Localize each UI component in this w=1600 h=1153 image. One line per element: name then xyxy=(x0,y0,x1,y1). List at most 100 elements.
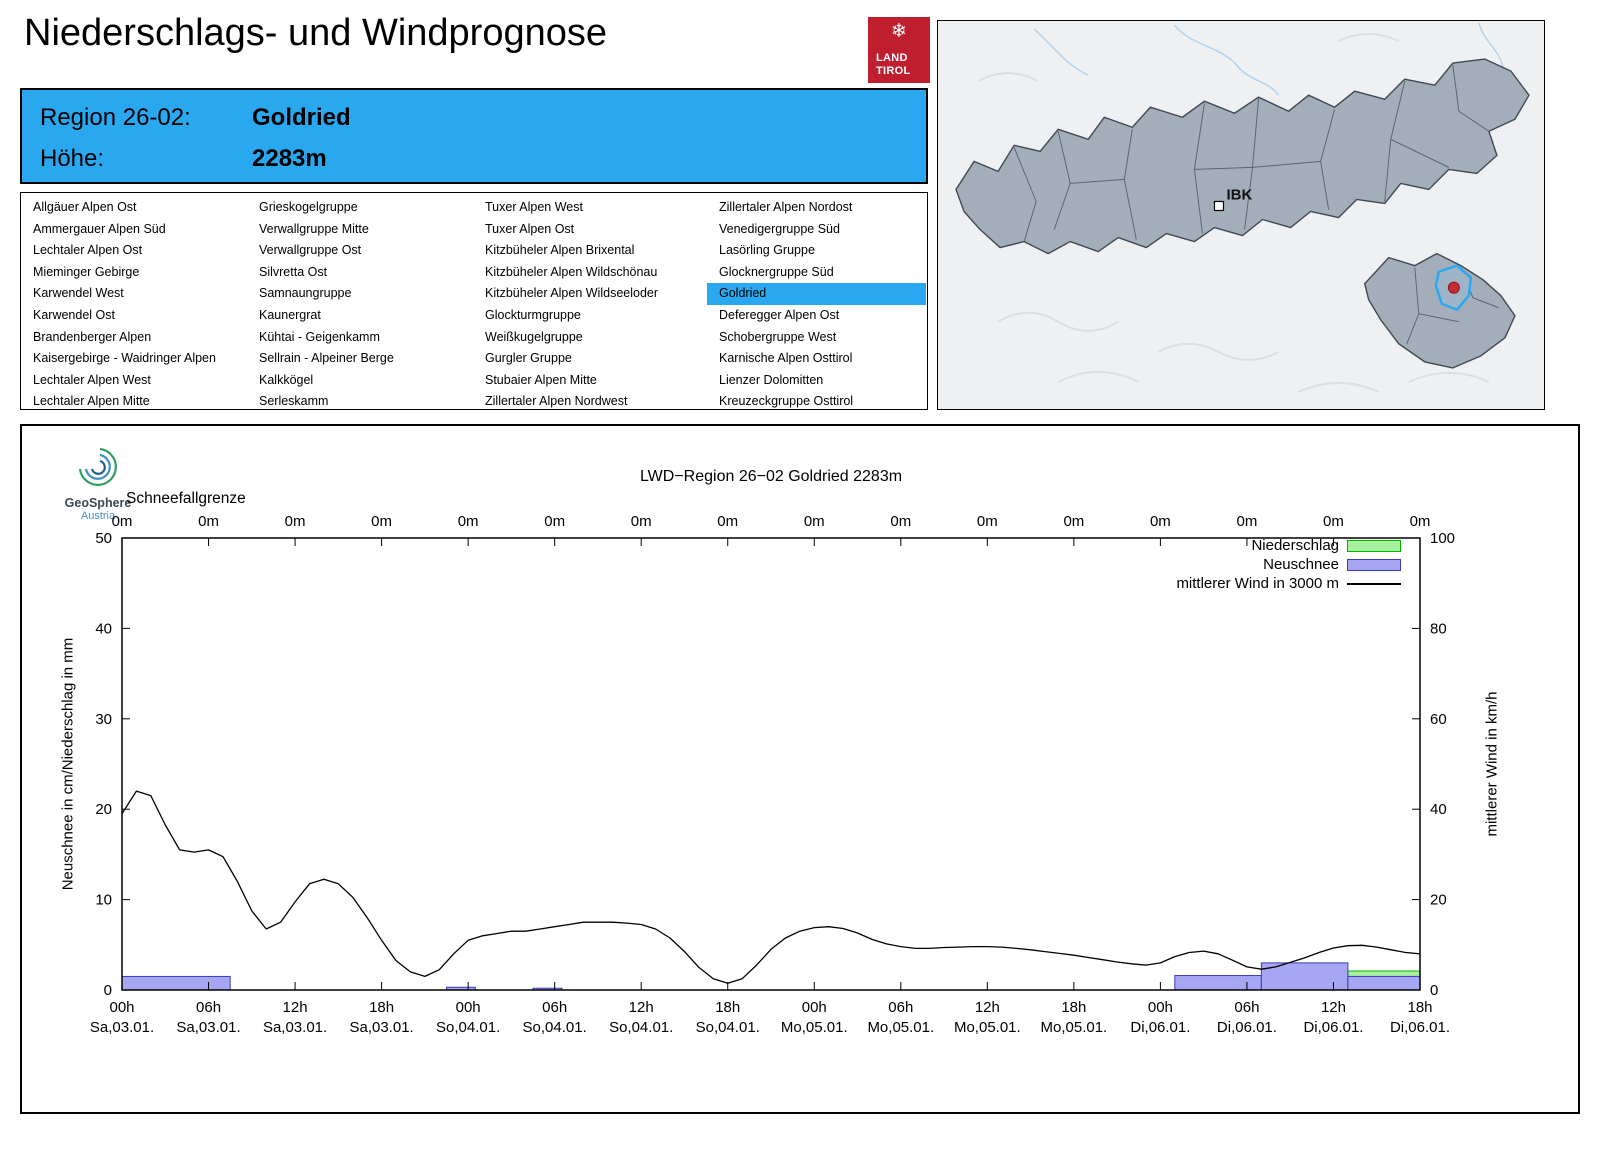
relief-texture xyxy=(977,33,1490,393)
logo-line-1: LAND xyxy=(876,52,908,64)
svg-text:0m: 0m xyxy=(112,513,133,530)
svg-text:80: 80 xyxy=(1430,620,1447,637)
svg-text:00h: 00h xyxy=(456,999,481,1016)
region-info-box: Region 26-02: Goldried Höhe: 2283m xyxy=(20,88,928,184)
svg-text:Di,06.01.: Di,06.01. xyxy=(1303,1019,1363,1036)
region-list-item[interactable]: Allgäuer Alpen Ost xyxy=(33,200,137,214)
snowflake-icon: ❄ xyxy=(891,21,907,42)
legend-row-neuschnee: Neuschnee xyxy=(1176,555,1401,574)
svg-text:06h: 06h xyxy=(888,999,913,1016)
region-list-item[interactable]: Schobergruppe West xyxy=(719,329,837,344)
ibk-marker xyxy=(1213,200,1225,212)
region-list-item[interactable]: Gurgler Gruppe xyxy=(485,351,572,366)
region-list-column: Tuxer Alpen West Tuxer Alpen Ost Kitzbühel… xyxy=(473,197,707,409)
geosphere-logo: GeoSphere Austria xyxy=(50,444,146,522)
svg-text:06h: 06h xyxy=(1234,999,1259,1016)
snowline-label: Schneefallgrenze xyxy=(126,490,246,507)
land-tirol-logo: ❄ LAND TIROL xyxy=(868,17,930,83)
svg-text:So,04.01.: So,04.01. xyxy=(436,1019,500,1036)
region-list-item[interactable]: Brandenberger Alpen xyxy=(33,329,152,344)
svg-text:0m: 0m xyxy=(198,513,219,530)
region-list-item[interactable]: Zillertaler Alpen Nordwest xyxy=(485,394,628,409)
region-list-item[interactable]: Kaisergebirge - Waidringer Alpen xyxy=(33,351,216,366)
region-list-item[interactable]: Sellrain - Alpeiner Berge xyxy=(259,351,394,366)
legend-label-wind: mittlerer Wind in 3000 m xyxy=(1176,575,1339,592)
region-list-item[interactable]: Kitzbüheler Alpen Brixental xyxy=(485,243,635,258)
svg-text:12h: 12h xyxy=(629,999,654,1016)
svg-text:Di,06.01.: Di,06.01. xyxy=(1217,1019,1277,1036)
region-list-item[interactable]: Lechtaler Alpen West xyxy=(33,372,151,387)
svg-text:So,04.01.: So,04.01. xyxy=(609,1019,673,1036)
svg-text:10: 10 xyxy=(95,892,112,909)
svg-text:40: 40 xyxy=(95,620,112,637)
region-list-item[interactable]: Karwendel West xyxy=(33,286,124,301)
wind-line xyxy=(121,790,1421,984)
region-list-item[interactable]: Grieskogelgruppe xyxy=(259,200,358,214)
svg-text:Di,06.01.: Di,06.01. xyxy=(1130,1019,1190,1036)
region-list-item[interactable]: Zillertaler Alpen Nordost xyxy=(719,200,853,214)
region-list-item[interactable]: Venedigergruppe Süd xyxy=(719,221,840,236)
geosphere-name: GeoSphere xyxy=(64,496,132,510)
chart-legend: Niederschlag Neuschnee mittlerer Wind in… xyxy=(1176,536,1401,593)
svg-text:0m: 0m xyxy=(804,513,825,530)
region-list-item[interactable]: Verwallgruppe Mitte xyxy=(259,221,369,236)
svg-text:30: 30 xyxy=(95,711,112,728)
svg-text:Sa,03.01.: Sa,03.01. xyxy=(263,1019,327,1036)
region-list-item[interactable]: Kreuzeckgruppe Osttirol xyxy=(719,394,854,409)
svg-text:0m: 0m xyxy=(544,513,565,530)
svg-text:0m: 0m xyxy=(1410,513,1431,530)
region-list-item[interactable]: Lienzer Dolomitten xyxy=(719,372,824,387)
svg-text:0m: 0m xyxy=(890,513,911,530)
page-title: Niederschlags- und Windprognose xyxy=(24,12,607,54)
region-list-item[interactable]: Glocknergruppe Süd xyxy=(719,264,834,279)
region-list-item[interactable]: Karwendel Ost xyxy=(33,307,115,322)
goldried-marker-dot xyxy=(1447,281,1460,294)
region-list-item[interactable]: Weißkugelgruppe xyxy=(485,329,583,344)
region-list-item[interactable]: Kaunergrat xyxy=(259,307,321,322)
svg-text:00h: 00h xyxy=(802,999,827,1016)
tirol-map-svg: IBK xyxy=(955,22,1530,393)
svg-text:18h: 18h xyxy=(369,999,394,1016)
chart-title: LWD−Region 26−02 Goldried 2283m xyxy=(639,468,903,485)
region-list-item[interactable]: Glockturmgruppe xyxy=(485,307,581,322)
svg-text:So,04.01.: So,04.01. xyxy=(696,1019,760,1036)
region-list-item[interactable]: Verwallgruppe Ost xyxy=(259,243,362,258)
region-list-item[interactable]: Ammergauer Alpen Süd xyxy=(33,221,166,236)
svg-text:0m: 0m xyxy=(1063,513,1084,530)
svg-text:06h: 06h xyxy=(542,999,567,1016)
region-list-item[interactable]: Silvretta Ost xyxy=(259,264,328,279)
region-list-item[interactable]: Lechtaler Alpen Ost xyxy=(33,243,143,258)
svg-text:0m: 0m xyxy=(1237,513,1258,530)
svg-text:12h: 12h xyxy=(1321,999,1346,1016)
region-list-item[interactable]: Tuxer Alpen Ost xyxy=(485,221,575,236)
svg-text:00h: 00h xyxy=(109,999,134,1016)
region-list-item[interactable]: Karnische Alpen Osttirol xyxy=(719,351,853,366)
region-list-item[interactable]: Lasörling Gruppe xyxy=(719,243,815,258)
svg-text:0m: 0m xyxy=(1150,513,1171,530)
svg-text:06h: 06h xyxy=(196,999,221,1016)
svg-text:Mo,05.01.: Mo,05.01. xyxy=(781,1019,848,1036)
svg-text:50: 50 xyxy=(95,530,112,547)
altitude-value: 2283m xyxy=(252,144,327,172)
legend-swatch-niederschlag xyxy=(1347,539,1401,552)
region-list-item[interactable]: Tuxer Alpen West xyxy=(485,200,583,214)
svg-text:18h: 18h xyxy=(1061,999,1086,1016)
region-list-item[interactable]: Kitzbüheler Alpen Wildschönau xyxy=(485,264,658,279)
region-list-item[interactable]: Kitzbüheler Alpen Wildseeloder xyxy=(485,286,659,301)
river-lines xyxy=(1033,22,1504,96)
region-list-item[interactable]: Kalkkögel xyxy=(259,372,314,387)
region-list-item[interactable]: Kühtai - Geigenkamm xyxy=(259,329,380,344)
svg-text:0m: 0m xyxy=(285,513,306,530)
svg-text:20: 20 xyxy=(1430,892,1447,909)
region-list: Allgäuer Alpen Ost Ammergauer Alpen Süd Le… xyxy=(20,192,928,410)
svg-text:Sa,03.01.: Sa,03.01. xyxy=(176,1019,240,1036)
svg-text:100: 100 xyxy=(1430,530,1455,547)
region-value: Goldried xyxy=(252,103,351,131)
region-list-item-selected[interactable]: Goldried xyxy=(707,283,926,305)
region-list-item[interactable]: Stubaier Alpen Mitte xyxy=(485,372,597,387)
region-list-item[interactable]: Serleskamm xyxy=(259,394,329,409)
region-list-item[interactable]: Deferegger Alpen Ost xyxy=(719,307,840,322)
region-list-item[interactable]: Samnaungruppe xyxy=(259,286,352,301)
region-list-item[interactable]: Lechtaler Alpen Mitte xyxy=(33,394,150,409)
region-list-item[interactable]: Mieminger Gebirge xyxy=(33,264,140,279)
